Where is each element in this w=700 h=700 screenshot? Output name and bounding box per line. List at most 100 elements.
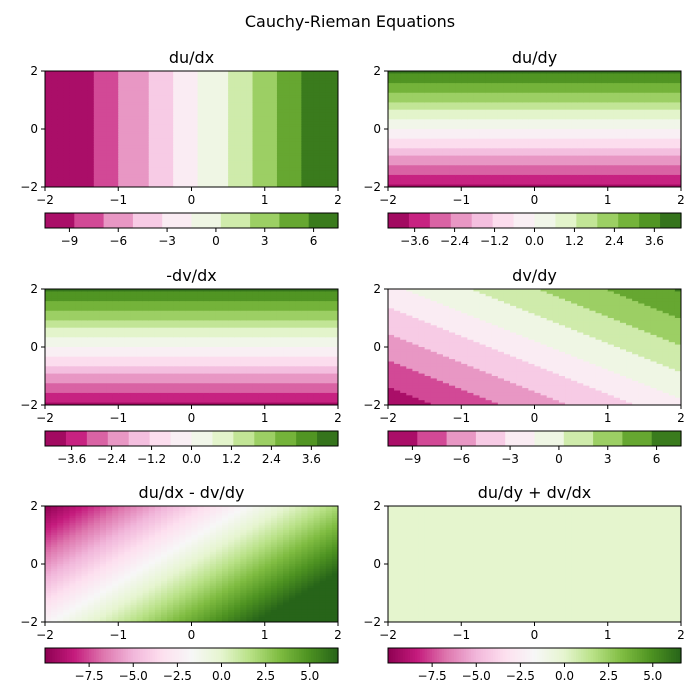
heatmap-cell <box>75 138 83 142</box>
heatmap-cell <box>197 174 205 178</box>
heatmap-cell <box>400 136 407 140</box>
heatmap-cell <box>283 167 290 171</box>
heatmap-cell <box>69 170 77 174</box>
heatmap-cell <box>63 315 71 319</box>
y-tick-label: 0 <box>373 122 381 136</box>
heatmap-cell <box>93 95 101 99</box>
heatmap-cell <box>455 124 462 128</box>
heatmap-cell <box>400 75 407 79</box>
heatmap-cell <box>418 179 426 183</box>
heatmap-cell <box>571 102 578 106</box>
heatmap-cell <box>662 92 670 96</box>
heatmap-cell <box>662 174 670 178</box>
heatmap-cell <box>607 131 615 135</box>
heatmap-cell <box>418 112 426 116</box>
heatmap-cell <box>546 109 554 113</box>
heatmap-cell <box>485 73 493 77</box>
heatmap-cell <box>674 148 681 152</box>
heatmap-cell <box>589 177 597 181</box>
heatmap-cell <box>534 143 542 147</box>
heatmap-cell <box>57 371 64 375</box>
heatmap-cell <box>270 78 278 82</box>
heatmap-cell <box>283 109 290 113</box>
heatmap-cell <box>331 129 338 133</box>
heatmap-cell <box>442 136 450 140</box>
heatmap-cell <box>577 155 584 159</box>
heatmap-cell <box>179 92 186 96</box>
heatmap-cell <box>565 116 572 120</box>
heatmap-cell <box>154 179 162 183</box>
heatmap-cell <box>93 80 101 84</box>
heatmap-cell <box>638 73 645 77</box>
heatmap-cell <box>674 179 681 183</box>
heatmap-cell <box>485 126 493 130</box>
heatmap-cell <box>307 179 315 183</box>
heatmap-cell <box>276 97 284 101</box>
heatmap-cell <box>528 153 536 157</box>
heatmap-cell <box>491 121 499 125</box>
heatmap-cell <box>558 129 566 133</box>
heatmap-cell <box>473 170 481 174</box>
heatmap-cell <box>497 150 505 154</box>
heatmap-cell <box>57 383 64 387</box>
heatmap-cell <box>93 131 101 135</box>
heatmap-cell <box>45 363 52 367</box>
heatmap-cell <box>87 116 95 120</box>
heatmap-cell <box>319 148 327 152</box>
heatmap-cell <box>613 71 621 75</box>
heatmap-cell <box>552 155 560 159</box>
heatmap-cell <box>467 71 475 75</box>
heatmap-cell <box>142 174 150 178</box>
heatmap-cell <box>626 179 633 183</box>
heatmap-cell <box>497 90 505 94</box>
heatmap-cell <box>240 136 248 140</box>
heatmap-cell <box>160 126 168 130</box>
heatmap-cell <box>136 80 144 84</box>
heatmap-cell <box>412 107 420 111</box>
heatmap-cell <box>99 158 107 162</box>
heatmap-cell <box>197 80 205 84</box>
heatmap-cell <box>295 143 302 147</box>
heatmap-cell <box>319 174 327 178</box>
heatmap-cell <box>148 114 156 118</box>
heatmap-cell <box>497 75 505 79</box>
heatmap-cell <box>51 289 58 293</box>
heatmap-cell <box>577 116 584 120</box>
heatmap-cell <box>571 129 578 133</box>
heatmap-cell <box>552 92 560 96</box>
heatmap-cell <box>289 90 296 94</box>
heatmap-cell <box>656 71 664 75</box>
heatmap-cell <box>491 78 499 82</box>
heatmap-cell <box>148 160 156 164</box>
heatmap-cell <box>228 109 235 113</box>
heatmap-cell <box>400 71 407 75</box>
heatmap-cell <box>106 95 113 99</box>
heatmap-cell <box>613 116 621 120</box>
heatmap-cell <box>222 90 229 94</box>
heatmap-cell <box>418 90 426 94</box>
heatmap-cell <box>118 71 125 75</box>
heatmap-cell <box>63 366 71 370</box>
heatmap-cell <box>644 80 652 84</box>
heatmap-cell <box>412 160 420 164</box>
heatmap-cell <box>607 179 615 183</box>
heatmap-cell <box>436 80 444 84</box>
heatmap-cell <box>601 102 609 106</box>
heatmap-cell <box>613 160 621 164</box>
heatmap-cell <box>228 145 235 149</box>
heatmap-cell <box>601 150 609 154</box>
heatmap-cell <box>558 179 566 183</box>
heatmap-cell <box>252 141 260 145</box>
heatmap-cell <box>222 100 229 104</box>
heatmap-cell <box>406 150 414 154</box>
heatmap-cell <box>160 167 168 171</box>
heatmap-cell <box>57 366 64 370</box>
heatmap-cell <box>270 112 278 116</box>
heatmap-cell <box>632 87 639 91</box>
heatmap-cell <box>209 174 217 178</box>
heatmap-cell <box>565 119 572 123</box>
heatmap-cell <box>185 124 193 128</box>
heatmap-cell <box>430 133 438 137</box>
heatmap-cell <box>142 150 150 154</box>
heatmap-cell <box>179 71 186 75</box>
